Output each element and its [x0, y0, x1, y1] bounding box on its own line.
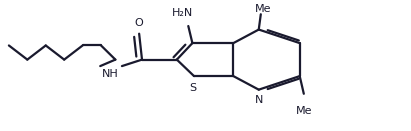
Text: Me: Me [254, 4, 271, 14]
Text: NH: NH [102, 69, 119, 79]
Text: N: N [254, 95, 263, 105]
Text: Me: Me [296, 106, 312, 116]
Text: H₂N: H₂N [172, 8, 194, 18]
Text: S: S [189, 83, 196, 93]
Text: O: O [135, 18, 143, 28]
